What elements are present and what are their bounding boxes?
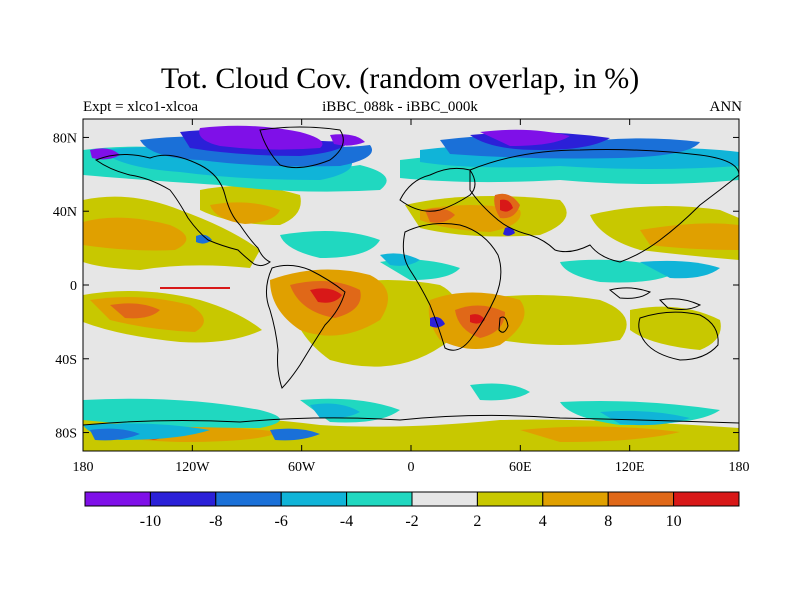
longitude-axis: 180 120W 60W 0 60E 120E 180 <box>73 119 750 475</box>
colorbar-box <box>346 491 413 507</box>
colorbar-box <box>542 491 609 507</box>
lon-tick-label: 0 <box>408 460 415 475</box>
colorbar-box <box>673 491 740 507</box>
lat-tick-label: 80S <box>55 427 77 442</box>
lon-tick-label: 180 <box>73 460 94 475</box>
colorbar-box <box>149 491 217 507</box>
contour-fill-lt-m10 <box>90 125 570 160</box>
colorbar-box <box>280 491 348 507</box>
season-label: ANN <box>709 99 743 115</box>
lat-tick-label: 0 <box>70 279 77 294</box>
case-difference-label: iBBC_088k - iBBC_000k <box>322 99 478 115</box>
lon-tick-label: 60E <box>509 460 532 475</box>
colorbar-box <box>411 491 478 507</box>
latitude-axis: 80N 40N 0 40S 80S <box>53 131 739 442</box>
lat-tick-label: 40S <box>55 353 77 368</box>
lat-tick-label: 40N <box>53 205 77 220</box>
lon-tick-label: 120E <box>615 460 645 475</box>
colorbar-label: 4 <box>539 513 547 530</box>
colorbar-label: -6 <box>275 513 288 530</box>
colorbar-box <box>607 491 675 507</box>
colorbar-label: -4 <box>340 513 353 530</box>
colorbar: -10 -8 -6 -4 -2 2 4 8 10 <box>84 491 740 530</box>
plot-title: Tot. Cloud Cov. (random overlap, in %) <box>160 62 640 95</box>
coastlines <box>83 126 739 426</box>
colorbar-label: 2 <box>473 513 481 530</box>
colorbar-label: 8 <box>604 513 612 530</box>
colorbar-label: -8 <box>209 513 222 530</box>
colorbar-box <box>476 491 544 507</box>
lon-tick-label: 180 <box>729 460 750 475</box>
lon-tick-label: 60W <box>288 460 316 475</box>
lon-tick-label: 120W <box>175 460 210 475</box>
lat-tick-label: 80N <box>53 131 77 146</box>
colorbar-label: 10 <box>666 513 682 530</box>
colorbar-box <box>84 491 151 507</box>
colorbar-label: -10 <box>140 513 161 530</box>
experiment-label: Expt = xlco1-xlcoa <box>83 99 199 115</box>
colorbar-label: -2 <box>405 513 418 530</box>
colorbar-box <box>215 491 282 507</box>
